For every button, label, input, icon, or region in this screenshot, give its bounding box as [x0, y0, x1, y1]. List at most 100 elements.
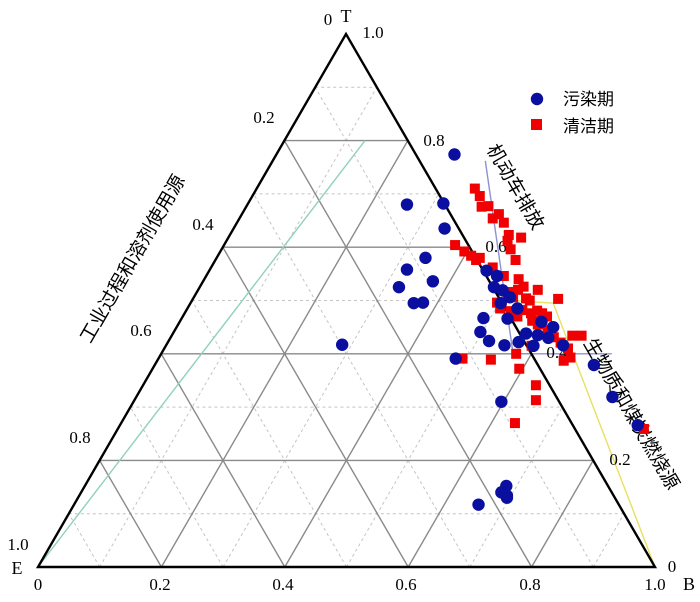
grid-line [530, 460, 594, 568]
data-point-pollution [477, 311, 490, 325]
left-tick-0-6: 0.6 [130, 321, 151, 340]
legend-label-pollution: 污染期 [563, 90, 614, 110]
reference-line [37, 140, 366, 568]
right-lower-axis-title: 生物质和煤炭燃烧源 [579, 334, 684, 493]
data-point-clean [485, 354, 496, 365]
data-point-pollution [416, 296, 430, 309]
data-point-pollution [438, 222, 451, 235]
grid-line [129, 406, 224, 568]
bottom-tick-0-8: 0.8 [519, 575, 540, 594]
data-point-pollution [480, 264, 493, 277]
grid-line [592, 513, 625, 568]
legend: 污染期 清洁期 [530, 90, 614, 137]
grid-line [99, 87, 378, 568]
data-point-clean [565, 352, 576, 363]
vertex-label-right: B [683, 574, 695, 594]
data-point-pollution [587, 358, 601, 372]
grid-line [68, 513, 101, 568]
data-point-clean [450, 240, 461, 251]
grid-line [98, 460, 163, 568]
grid-line [284, 246, 471, 568]
data-point-clean [474, 191, 485, 202]
right-tick-0-8: 0.8 [423, 131, 444, 150]
data-point-clean [469, 183, 480, 194]
left-tick-0-4: 0.4 [192, 215, 214, 234]
data-point-pollution [474, 325, 487, 339]
grid-line [222, 246, 409, 568]
data-point-pollution [556, 339, 570, 352]
left-tick-0-2: 0.2 [253, 108, 274, 127]
grid-line [346, 300, 501, 568]
data-point-clean [505, 244, 516, 255]
data-point-clean [483, 201, 494, 212]
data-point-clean [511, 348, 522, 359]
top-tick-0: 0 [324, 10, 333, 29]
data-point-pollution [426, 275, 440, 288]
grid-line [253, 193, 471, 568]
data-point-clean [493, 209, 504, 220]
data-point-pollution [400, 263, 414, 276]
data-point-pollution [511, 302, 524, 315]
grid-line [222, 193, 440, 568]
data-point-pollution [503, 291, 517, 304]
series-pollution [335, 148, 644, 511]
data-point-pollution [449, 352, 462, 365]
grid-line [283, 140, 533, 568]
data-point-clean [502, 235, 513, 246]
data-point-clean [513, 284, 524, 295]
data-point-pollution [392, 280, 406, 294]
data-point-clean [530, 395, 541, 406]
grid-line [469, 406, 563, 568]
data-point-clean [498, 217, 509, 228]
data-point-pollution [419, 251, 432, 265]
data-point-clean [576, 330, 587, 341]
legend-marker-clean [531, 119, 542, 130]
data-point-pollution [542, 331, 555, 345]
data-point-pollution [501, 312, 514, 325]
data-point-pollution [437, 197, 450, 210]
data-point-clean [527, 315, 538, 326]
data-point-clean [505, 306, 516, 317]
data-point-pollution [631, 419, 644, 432]
bottom-tick-1-0: 1.0 [644, 575, 665, 594]
data-point-pollution [490, 269, 504, 283]
data-point-clean [516, 232, 527, 243]
major-grid [98, 139, 594, 568]
data-point-clean [525, 308, 536, 319]
data-point-pollution [495, 486, 508, 499]
data-point-clean [513, 274, 524, 285]
bottom-tick-0-4: 0.4 [272, 575, 294, 594]
data-point-pollution [482, 334, 496, 348]
data-point-pollution [531, 328, 544, 342]
data-point-pollution [519, 327, 533, 340]
data-point-pollution [335, 338, 349, 351]
data-point-clean [512, 311, 523, 322]
grid-line [160, 353, 286, 568]
data-point-pollution [527, 339, 540, 353]
data-point-clean [542, 325, 553, 336]
right-tick-0-6: 0.6 [485, 237, 506, 256]
data-point-pollution [400, 198, 414, 211]
data-point-clean [457, 353, 468, 364]
data-point-pollution [495, 395, 508, 408]
data-point-pollution [498, 339, 511, 352]
data-point-pollution [407, 296, 420, 310]
data-point-pollution [535, 315, 548, 329]
data-point-clean [532, 284, 543, 295]
data-point-clean [518, 281, 529, 292]
bottom-tick-0-6: 0.6 [395, 575, 416, 594]
data-point-clean [524, 295, 535, 306]
top-tick-1-0: 1.0 [362, 23, 383, 42]
data-point-pollution [512, 335, 525, 349]
data-point-clean [558, 355, 569, 366]
data-point-pollution [546, 320, 560, 334]
vertex-label-left: E [12, 558, 23, 578]
minor-grid [68, 86, 625, 568]
data-point-clean [553, 293, 564, 304]
data-point-clean [498, 270, 509, 281]
data-point-pollution [494, 296, 507, 310]
data-point-clean [487, 262, 498, 273]
data-point-clean [487, 213, 498, 224]
data-point-clean [542, 311, 553, 322]
left-tick-1-0: 1.0 [7, 535, 28, 554]
